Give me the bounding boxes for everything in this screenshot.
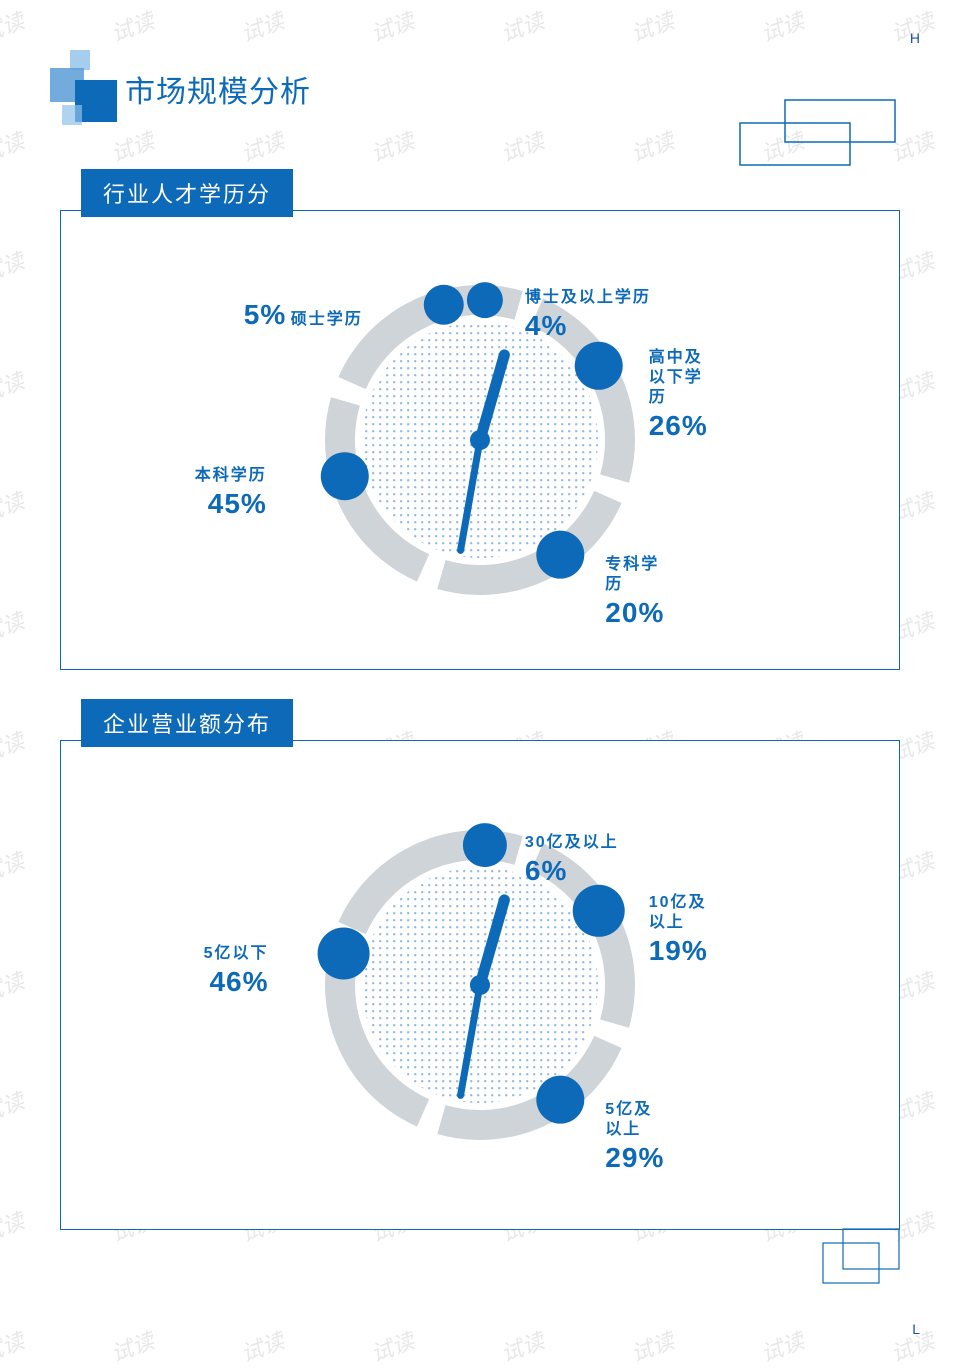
data-label: 专科学历20%	[605, 555, 665, 630]
clock-chart-1: 5% 硕士学历博士及以上学历 4%高中及以下学历26%专科学历20%本科学历45…	[295, 255, 665, 625]
watermark: 试读	[0, 243, 28, 288]
data-dot	[467, 282, 503, 318]
watermark: 试读	[236, 3, 288, 48]
watermark: 试读	[0, 723, 28, 768]
data-label: 5亿及以上29%	[605, 1100, 665, 1175]
data-dot	[463, 823, 507, 867]
data-dot	[575, 342, 623, 390]
watermark: 试读	[756, 1323, 808, 1368]
data-dot	[536, 531, 584, 579]
watermark: 试读	[236, 123, 288, 168]
corner-marker-bottom: L	[912, 1321, 920, 1337]
data-dot	[573, 885, 625, 937]
data-label: 博士及以上学历 4%	[525, 288, 665, 343]
clock-chart-2: 30亿及以上 6%10亿及以上19%5亿及以上29%5亿以下46%	[295, 800, 665, 1170]
watermark: 试读	[0, 963, 28, 1008]
data-dot	[536, 1076, 584, 1124]
data-label: 高中及以下学历26%	[649, 348, 708, 443]
watermark: 试读	[0, 603, 28, 648]
watermark: 试读	[0, 3, 28, 48]
watermark: 试读	[0, 843, 28, 888]
watermark: 试读	[0, 123, 28, 168]
data-dot	[321, 452, 369, 500]
watermark: 试读	[626, 1323, 678, 1368]
data-label: 30亿及以上 6%	[525, 833, 665, 888]
data-dot	[318, 928, 370, 980]
watermark: 试读	[366, 123, 418, 168]
data-label: 本科学历45%	[195, 466, 267, 521]
corner-marker-top: H	[910, 30, 920, 46]
watermark: 试读	[496, 123, 548, 168]
watermark: 试读	[0, 483, 28, 528]
watermark: 试读	[0, 1083, 28, 1128]
panel-title-revenue: 企业营业额分布	[81, 699, 293, 747]
page-title: 市场规模分析	[125, 67, 311, 111]
watermark: 试读	[0, 1323, 28, 1368]
data-label: 10亿及以上19%	[649, 893, 708, 968]
watermark: 试读	[106, 1323, 158, 1368]
watermark: 试读	[366, 1323, 418, 1368]
decorative-rects-bottom	[815, 1225, 905, 1295]
watermark: 试读	[496, 1323, 548, 1368]
panel-education: 行业人才学历分 5% 硕士学历博士及以上学历 4%高中及以下学历26%专科学历2…	[60, 210, 900, 670]
data-dot	[424, 285, 464, 325]
watermark: 试读	[0, 1203, 28, 1248]
watermark: 试读	[0, 363, 28, 408]
decorative-rects-top	[730, 95, 910, 185]
watermark: 试读	[756, 3, 808, 48]
panel-revenue: 企业营业额分布 30亿及以上 6%10亿及以上19%5亿及以上29%5亿以下46…	[60, 740, 900, 1230]
watermark: 试读	[106, 123, 158, 168]
watermark: 试读	[626, 3, 678, 48]
data-label: 5% 硕士学历	[244, 297, 363, 332]
watermark: 试读	[626, 123, 678, 168]
data-label: 5亿以下46%	[204, 944, 269, 999]
watermark: 试读	[366, 3, 418, 48]
watermark: 试读	[106, 3, 158, 48]
watermark: 试读	[496, 3, 548, 48]
panel-title-education: 行业人才学历分	[81, 169, 293, 217]
watermark: 试读	[236, 1323, 288, 1368]
